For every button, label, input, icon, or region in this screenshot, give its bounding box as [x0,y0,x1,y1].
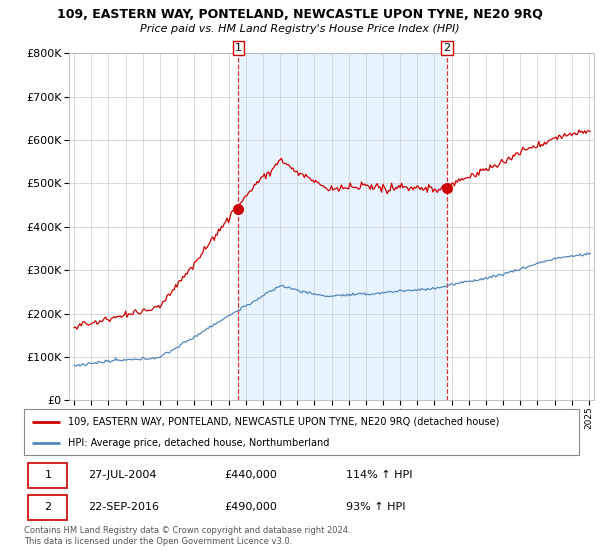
Text: 109, EASTERN WAY, PONTELAND, NEWCASTLE UPON TYNE, NE20 9RQ: 109, EASTERN WAY, PONTELAND, NEWCASTLE U… [57,8,543,21]
Text: 93% ↑ HPI: 93% ↑ HPI [346,502,406,512]
FancyBboxPatch shape [24,409,579,455]
Text: 114% ↑ HPI: 114% ↑ HPI [346,470,412,480]
Bar [238,53,447,400]
FancyBboxPatch shape [28,494,67,520]
Text: 1: 1 [235,43,242,53]
Text: HPI: Average price, detached house, Northumberland: HPI: Average price, detached house, Nort… [68,438,330,448]
Text: Price paid vs. HM Land Registry's House Price Index (HPI): Price paid vs. HM Land Registry's House … [140,24,460,34]
Text: 2: 2 [443,43,451,53]
Text: 22-SEP-2016: 22-SEP-2016 [88,502,159,512]
Text: £440,000: £440,000 [224,470,277,480]
Text: 1: 1 [44,470,52,480]
Text: 27-JUL-2004: 27-JUL-2004 [88,470,157,480]
FancyBboxPatch shape [28,463,67,488]
Text: Contains HM Land Registry data © Crown copyright and database right 2024.
This d: Contains HM Land Registry data © Crown c… [24,526,350,546]
Text: 2: 2 [44,502,52,512]
Text: 109, EASTERN WAY, PONTELAND, NEWCASTLE UPON TYNE, NE20 9RQ (detached house): 109, EASTERN WAY, PONTELAND, NEWCASTLE U… [68,417,500,427]
Text: £490,000: £490,000 [224,502,277,512]
